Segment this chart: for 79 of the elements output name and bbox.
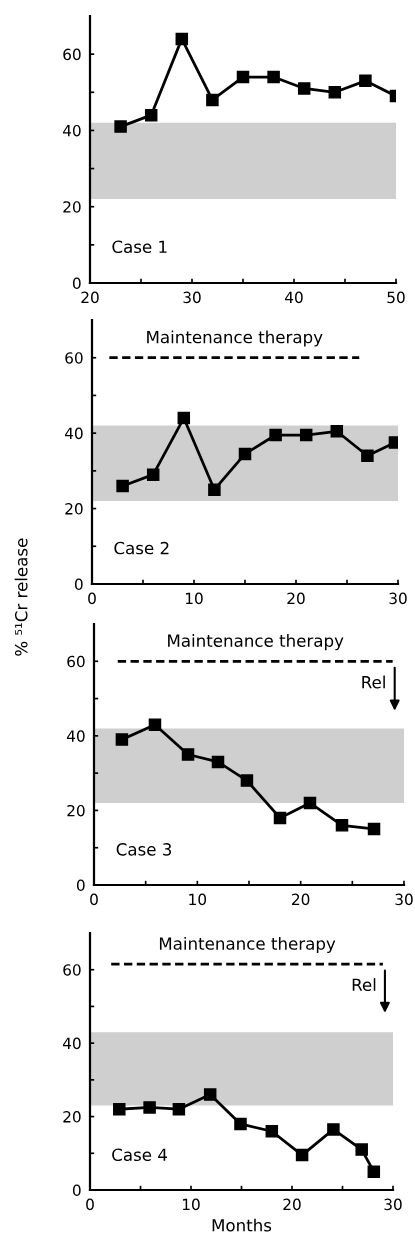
x-tick-label: 0 xyxy=(86,1198,94,1211)
point xyxy=(208,483,221,496)
point xyxy=(144,108,158,122)
point xyxy=(177,411,191,425)
point xyxy=(297,82,311,95)
x-tick-label: 10 xyxy=(189,893,207,906)
x-tick-label: 50 xyxy=(387,291,405,304)
y-tick-label: 20 xyxy=(65,503,83,515)
point xyxy=(361,449,374,463)
point xyxy=(267,70,280,84)
series-label: Maintenance therapy xyxy=(168,634,344,651)
y-tick-label: 60 xyxy=(67,655,85,668)
point xyxy=(295,1148,309,1162)
y-tick-label: 40 xyxy=(64,427,83,440)
point xyxy=(175,32,189,46)
point xyxy=(367,1165,381,1178)
point xyxy=(269,428,282,442)
point xyxy=(148,718,162,731)
point xyxy=(234,1117,247,1131)
annotation: Case 4 xyxy=(112,1148,167,1162)
point xyxy=(146,468,160,481)
point xyxy=(299,428,313,442)
point xyxy=(116,479,129,493)
y-tick-label: 0 xyxy=(72,1184,81,1197)
annotation: Rel xyxy=(362,675,385,689)
y-tick-label: 20 xyxy=(67,804,85,817)
point xyxy=(335,819,349,832)
point xyxy=(206,93,219,107)
series-label: Maintenance therapy xyxy=(159,936,336,954)
y-tick-label: 60 xyxy=(63,964,81,976)
y-axis-title: % ⁵¹Cr release xyxy=(14,538,28,656)
y-tick-label: 20 xyxy=(63,1111,81,1123)
x-tick-label: 30 xyxy=(384,1198,402,1211)
annotation: Case 2 xyxy=(114,541,169,555)
point xyxy=(172,1102,186,1116)
x-tick-label: 30 xyxy=(389,592,407,605)
series-label: Maintenance therapy xyxy=(147,330,323,347)
y-tick-label: 40 xyxy=(62,1037,81,1050)
annotation: Rel xyxy=(352,978,376,992)
point xyxy=(355,1143,368,1156)
point xyxy=(143,1101,156,1114)
point xyxy=(238,447,252,461)
point xyxy=(240,774,254,787)
annotation: Case 3 xyxy=(116,843,172,856)
y-tick-label: 20 xyxy=(63,201,81,213)
point xyxy=(265,1125,279,1138)
x-axis-title: Months xyxy=(212,1218,272,1232)
point xyxy=(181,748,195,761)
x-tick-label: 0 xyxy=(88,592,96,605)
x-tick-label: 40 xyxy=(285,291,303,304)
x-tick-label: 10 xyxy=(185,592,203,605)
point xyxy=(114,120,127,133)
x-tick-label: 20 xyxy=(292,893,310,906)
point xyxy=(273,811,287,825)
point xyxy=(359,74,372,88)
x-tick-label: 20 xyxy=(287,592,305,605)
point xyxy=(303,796,317,810)
y-tick-label: 40 xyxy=(66,730,85,742)
point xyxy=(367,822,381,836)
point xyxy=(236,70,250,84)
point xyxy=(203,1088,217,1101)
y-tick-label: 0 xyxy=(76,879,85,892)
point xyxy=(327,1123,340,1136)
y-tick-label: 60 xyxy=(65,352,83,364)
point xyxy=(211,755,225,769)
point xyxy=(115,733,129,746)
y-tick-label: 0 xyxy=(74,578,83,591)
y-tick-label: 60 xyxy=(63,48,81,61)
point xyxy=(330,425,344,438)
y-tick-label: 40 xyxy=(62,124,81,137)
x-tick-label: 30 xyxy=(183,291,201,304)
y-tick-label: 0 xyxy=(72,277,81,290)
x-tick-label: 20 xyxy=(283,1198,301,1211)
x-tick-label: 30 xyxy=(395,893,413,906)
x-tick-label: 10 xyxy=(182,1198,200,1211)
x-tick-label: 0 xyxy=(90,893,98,906)
point xyxy=(328,86,342,99)
annotation: Case 1 xyxy=(112,240,167,254)
point xyxy=(113,1102,126,1116)
